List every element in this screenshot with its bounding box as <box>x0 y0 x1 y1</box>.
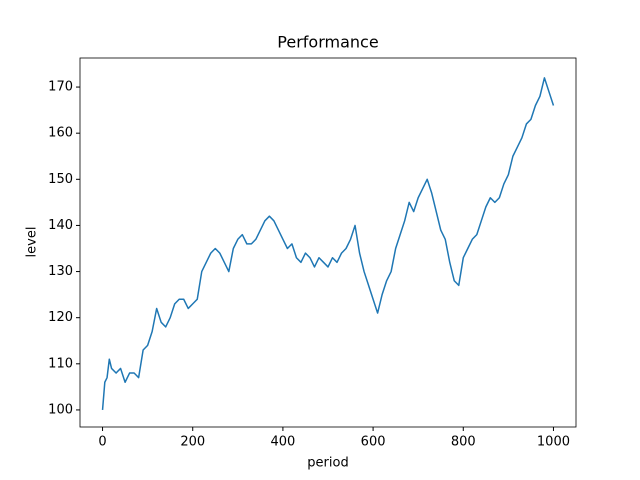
x-tick-label: 200 <box>180 435 205 450</box>
y-tick-label: 150 <box>48 172 73 187</box>
y-axis-label: level <box>25 227 40 258</box>
x-tick-label: 1000 <box>537 435 570 450</box>
chart-title: Performance <box>277 33 378 52</box>
y-tick-label: 110 <box>48 356 73 371</box>
x-tick-label: 800 <box>451 435 476 450</box>
x-tick-label: 400 <box>270 435 295 450</box>
y-tick-label: 140 <box>48 218 73 233</box>
x-axis-label: period <box>307 456 348 471</box>
y-tick-label: 130 <box>48 264 73 279</box>
x-tick-label: 600 <box>361 435 386 450</box>
y-tick-label: 100 <box>48 402 73 417</box>
y-tick-label: 160 <box>48 126 73 141</box>
y-tick-label: 170 <box>48 80 73 95</box>
data-line <box>101 77 555 410</box>
x-tick-label: 0 <box>98 435 106 450</box>
y-tick-label: 120 <box>48 310 73 325</box>
plot-frame <box>79 57 577 428</box>
